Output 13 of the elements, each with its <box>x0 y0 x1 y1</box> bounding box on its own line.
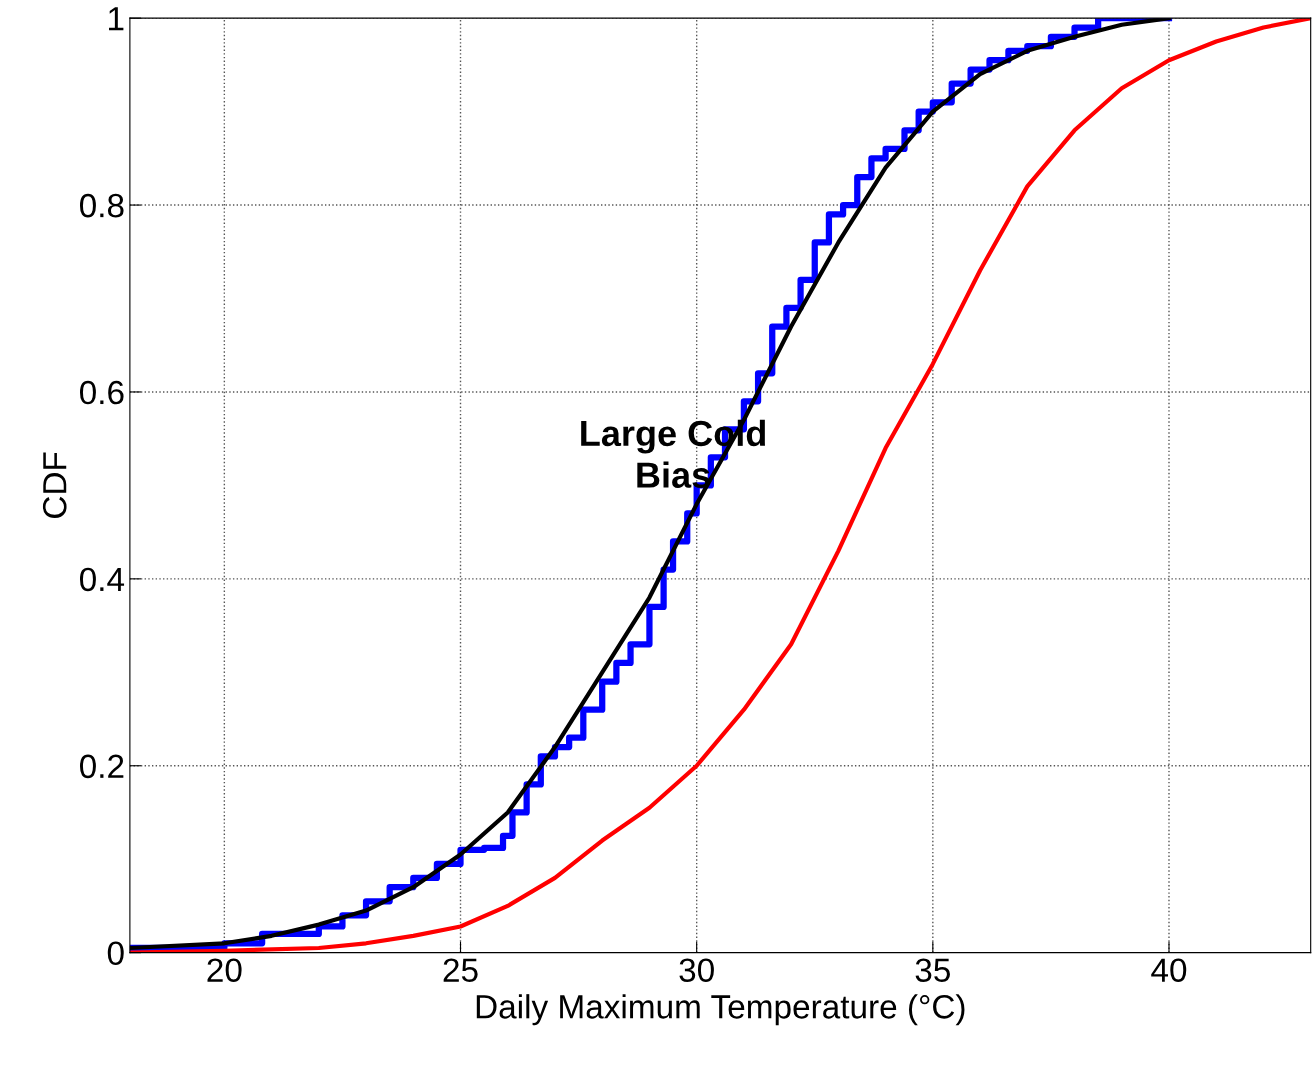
x-tick-label: 30 <box>679 958 714 982</box>
y-tick-label: 0.8 <box>80 193 124 218</box>
x-tick-label: 20 <box>207 958 242 982</box>
y-tick-label: 0.6 <box>80 380 124 405</box>
x-tick-label: 35 <box>915 958 950 982</box>
x-tick-label: 25 <box>443 958 478 982</box>
y-tick-label: 0.4 <box>80 567 125 592</box>
y-axis-title: CDF <box>42 452 67 518</box>
x-axis-title: Daily Maximum Temperature (°C) <box>476 994 965 1026</box>
x-tick-label: 40 <box>1151 958 1187 982</box>
y-tick-label: 0 <box>107 941 124 966</box>
y-tick-label: 1 <box>109 7 124 31</box>
y-tick-label: 0.2 <box>80 754 124 779</box>
